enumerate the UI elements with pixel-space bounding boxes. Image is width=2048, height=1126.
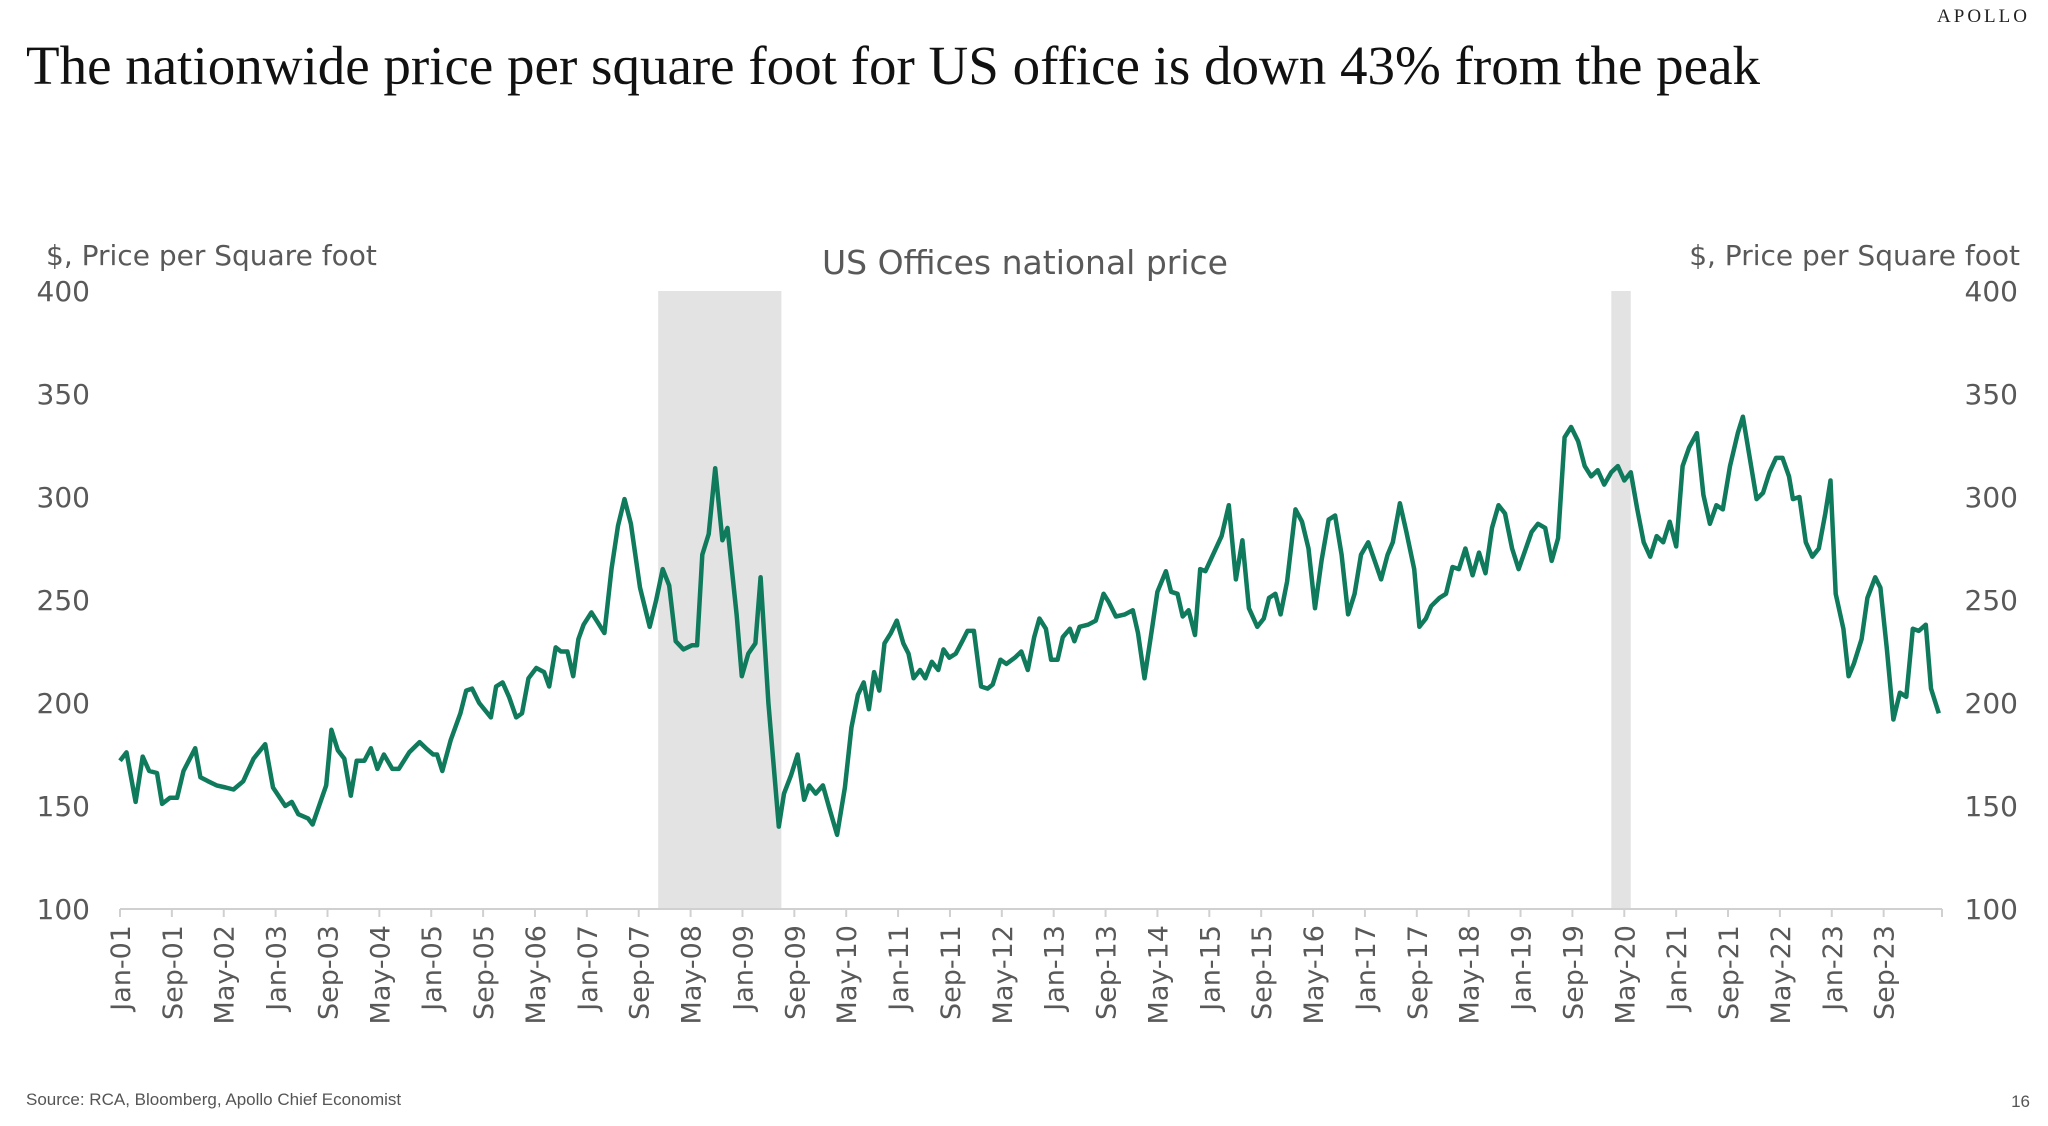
x-tick-label: May-12 bbox=[988, 925, 1019, 1024]
x-tick-label: May-22 bbox=[1766, 925, 1797, 1024]
y-tick-label-right: 300 bbox=[1965, 481, 2018, 514]
x-tick-label: Jan-21 bbox=[1662, 925, 1693, 1013]
source-note: Source: RCA, Bloomberg, Apollo Chief Eco… bbox=[26, 1090, 402, 1109]
y-tick-label-left: 200 bbox=[37, 687, 90, 720]
x-tick-label: Sep-21 bbox=[1714, 925, 1745, 1020]
y-axis-label-left: $, Price per Square foot bbox=[46, 239, 377, 272]
recession-shading bbox=[658, 291, 1631, 909]
x-tick-label: May-06 bbox=[521, 925, 552, 1024]
x-tick-label: Jan-23 bbox=[1818, 925, 1849, 1013]
x-tick-label: Sep-09 bbox=[780, 925, 811, 1020]
x-tick-label: May-08 bbox=[677, 925, 708, 1024]
y-tick-label-left: 100 bbox=[37, 893, 90, 926]
price-line bbox=[118, 414, 1941, 838]
x-tick-label: Jan-17 bbox=[1351, 925, 1382, 1013]
x-tick-label: Jan-13 bbox=[1040, 925, 1071, 1013]
y-axis-left: 100 150 200 250 300 350 400 bbox=[37, 275, 90, 926]
x-tick-label: Jan-15 bbox=[1195, 925, 1226, 1013]
x-tick-label: Sep-19 bbox=[1558, 925, 1589, 1020]
x-tick-label: Jan-01 bbox=[106, 925, 137, 1013]
y-tick-label-left: 250 bbox=[37, 584, 90, 617]
x-tick-label: May-14 bbox=[1143, 925, 1174, 1024]
y-tick-label-right: 250 bbox=[1965, 584, 2018, 617]
x-tick-label: May-20 bbox=[1610, 925, 1641, 1024]
apollo-logo: APOLLO bbox=[1937, 6, 2030, 27]
x-tick-label: Jan-09 bbox=[728, 925, 759, 1013]
x-tick-label: May-18 bbox=[1455, 925, 1486, 1024]
x-tick-label: Sep-07 bbox=[625, 925, 656, 1020]
y-tick-label-left: 300 bbox=[37, 481, 90, 514]
x-tick-label: Jan-11 bbox=[884, 925, 915, 1013]
x-tick-label: May-02 bbox=[210, 925, 241, 1024]
page-title: The nationwide price per square foot for… bbox=[26, 35, 1761, 96]
y-axis-label-right: $, Price per Square foot bbox=[1689, 239, 2020, 272]
x-tick-label: Sep-01 bbox=[158, 925, 189, 1020]
x-tick-label: May-10 bbox=[832, 925, 863, 1024]
y-tick-label-left: 150 bbox=[37, 790, 90, 823]
x-tick-label: Sep-23 bbox=[1870, 925, 1901, 1020]
y-tick-label-left: 350 bbox=[37, 378, 90, 411]
x-tick-label: May-04 bbox=[365, 925, 396, 1024]
y-tick-label-right: 150 bbox=[1965, 790, 2018, 823]
recession-band bbox=[1611, 291, 1631, 909]
x-tick-label: Sep-05 bbox=[469, 925, 500, 1020]
x-tick-label: Jan-07 bbox=[573, 925, 604, 1013]
x-tick-label: Sep-15 bbox=[1247, 925, 1278, 1020]
y-tick-label-right: 100 bbox=[1965, 893, 2018, 926]
x-tick-label: Sep-17 bbox=[1403, 925, 1434, 1020]
x-tick-label: Sep-11 bbox=[936, 925, 967, 1020]
y-tick-label-right: 200 bbox=[1965, 687, 2018, 720]
x-axis: Jan-01 Sep-01 May-02 Jan-03 Sep-03 May-04 Jan-… bbox=[106, 909, 1943, 1024]
x-tick-label: Jan-05 bbox=[417, 925, 448, 1013]
y-tick-label-right: 400 bbox=[1965, 275, 2018, 308]
x-tick-label: Sep-03 bbox=[313, 925, 344, 1020]
x-tick-label: May-16 bbox=[1299, 925, 1330, 1024]
page-number: 16 bbox=[2011, 1092, 2030, 1111]
y-axis-right: 100 150 200 250 300 350 400 bbox=[1965, 275, 2018, 926]
y-tick-label-left: 400 bbox=[37, 275, 90, 308]
x-tick-label: Jan-03 bbox=[262, 925, 293, 1013]
chart-title: US Offices national price bbox=[822, 243, 1228, 282]
x-tick-label: Jan-19 bbox=[1507, 925, 1538, 1013]
x-tick-label: Sep-13 bbox=[1092, 925, 1123, 1020]
y-tick-label-right: 350 bbox=[1965, 378, 2018, 411]
